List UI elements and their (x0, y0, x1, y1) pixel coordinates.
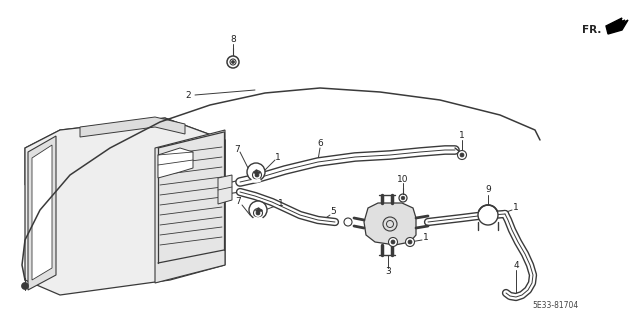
Circle shape (458, 151, 467, 160)
Polygon shape (155, 130, 225, 283)
Polygon shape (25, 130, 60, 185)
Circle shape (247, 163, 265, 181)
Circle shape (460, 153, 464, 157)
Text: 1: 1 (513, 204, 519, 212)
Polygon shape (364, 203, 416, 245)
Circle shape (232, 61, 234, 63)
Text: 7: 7 (235, 197, 241, 206)
Text: 7: 7 (234, 145, 240, 153)
Polygon shape (60, 118, 225, 170)
Text: 6: 6 (317, 139, 323, 149)
Circle shape (391, 240, 395, 244)
Text: 9: 9 (485, 186, 491, 195)
Text: 8: 8 (230, 35, 236, 44)
Text: 4: 4 (513, 262, 519, 271)
Circle shape (255, 173, 259, 177)
Circle shape (253, 209, 262, 218)
Circle shape (227, 56, 239, 68)
Polygon shape (28, 136, 56, 290)
Text: 5E33-81704: 5E33-81704 (532, 300, 578, 309)
Circle shape (230, 59, 236, 65)
Polygon shape (25, 118, 225, 295)
Polygon shape (606, 18, 628, 34)
Text: 1: 1 (275, 152, 281, 161)
Text: 1: 1 (278, 198, 284, 207)
Circle shape (406, 238, 415, 247)
Text: 1: 1 (423, 234, 429, 242)
Polygon shape (218, 175, 232, 204)
Circle shape (401, 196, 405, 200)
Polygon shape (80, 117, 185, 137)
Text: FR.: FR. (582, 25, 602, 35)
Circle shape (22, 283, 29, 290)
Text: 2: 2 (185, 91, 191, 100)
Circle shape (478, 205, 498, 225)
Circle shape (388, 238, 397, 247)
Circle shape (249, 201, 267, 219)
Text: 5: 5 (330, 207, 336, 217)
Polygon shape (608, 20, 625, 30)
Text: 3: 3 (385, 268, 391, 277)
Circle shape (408, 240, 412, 244)
Circle shape (253, 170, 262, 180)
Text: 10: 10 (397, 175, 409, 184)
Polygon shape (158, 148, 193, 178)
Text: 1: 1 (459, 131, 465, 140)
Polygon shape (32, 145, 52, 280)
Circle shape (256, 211, 260, 215)
